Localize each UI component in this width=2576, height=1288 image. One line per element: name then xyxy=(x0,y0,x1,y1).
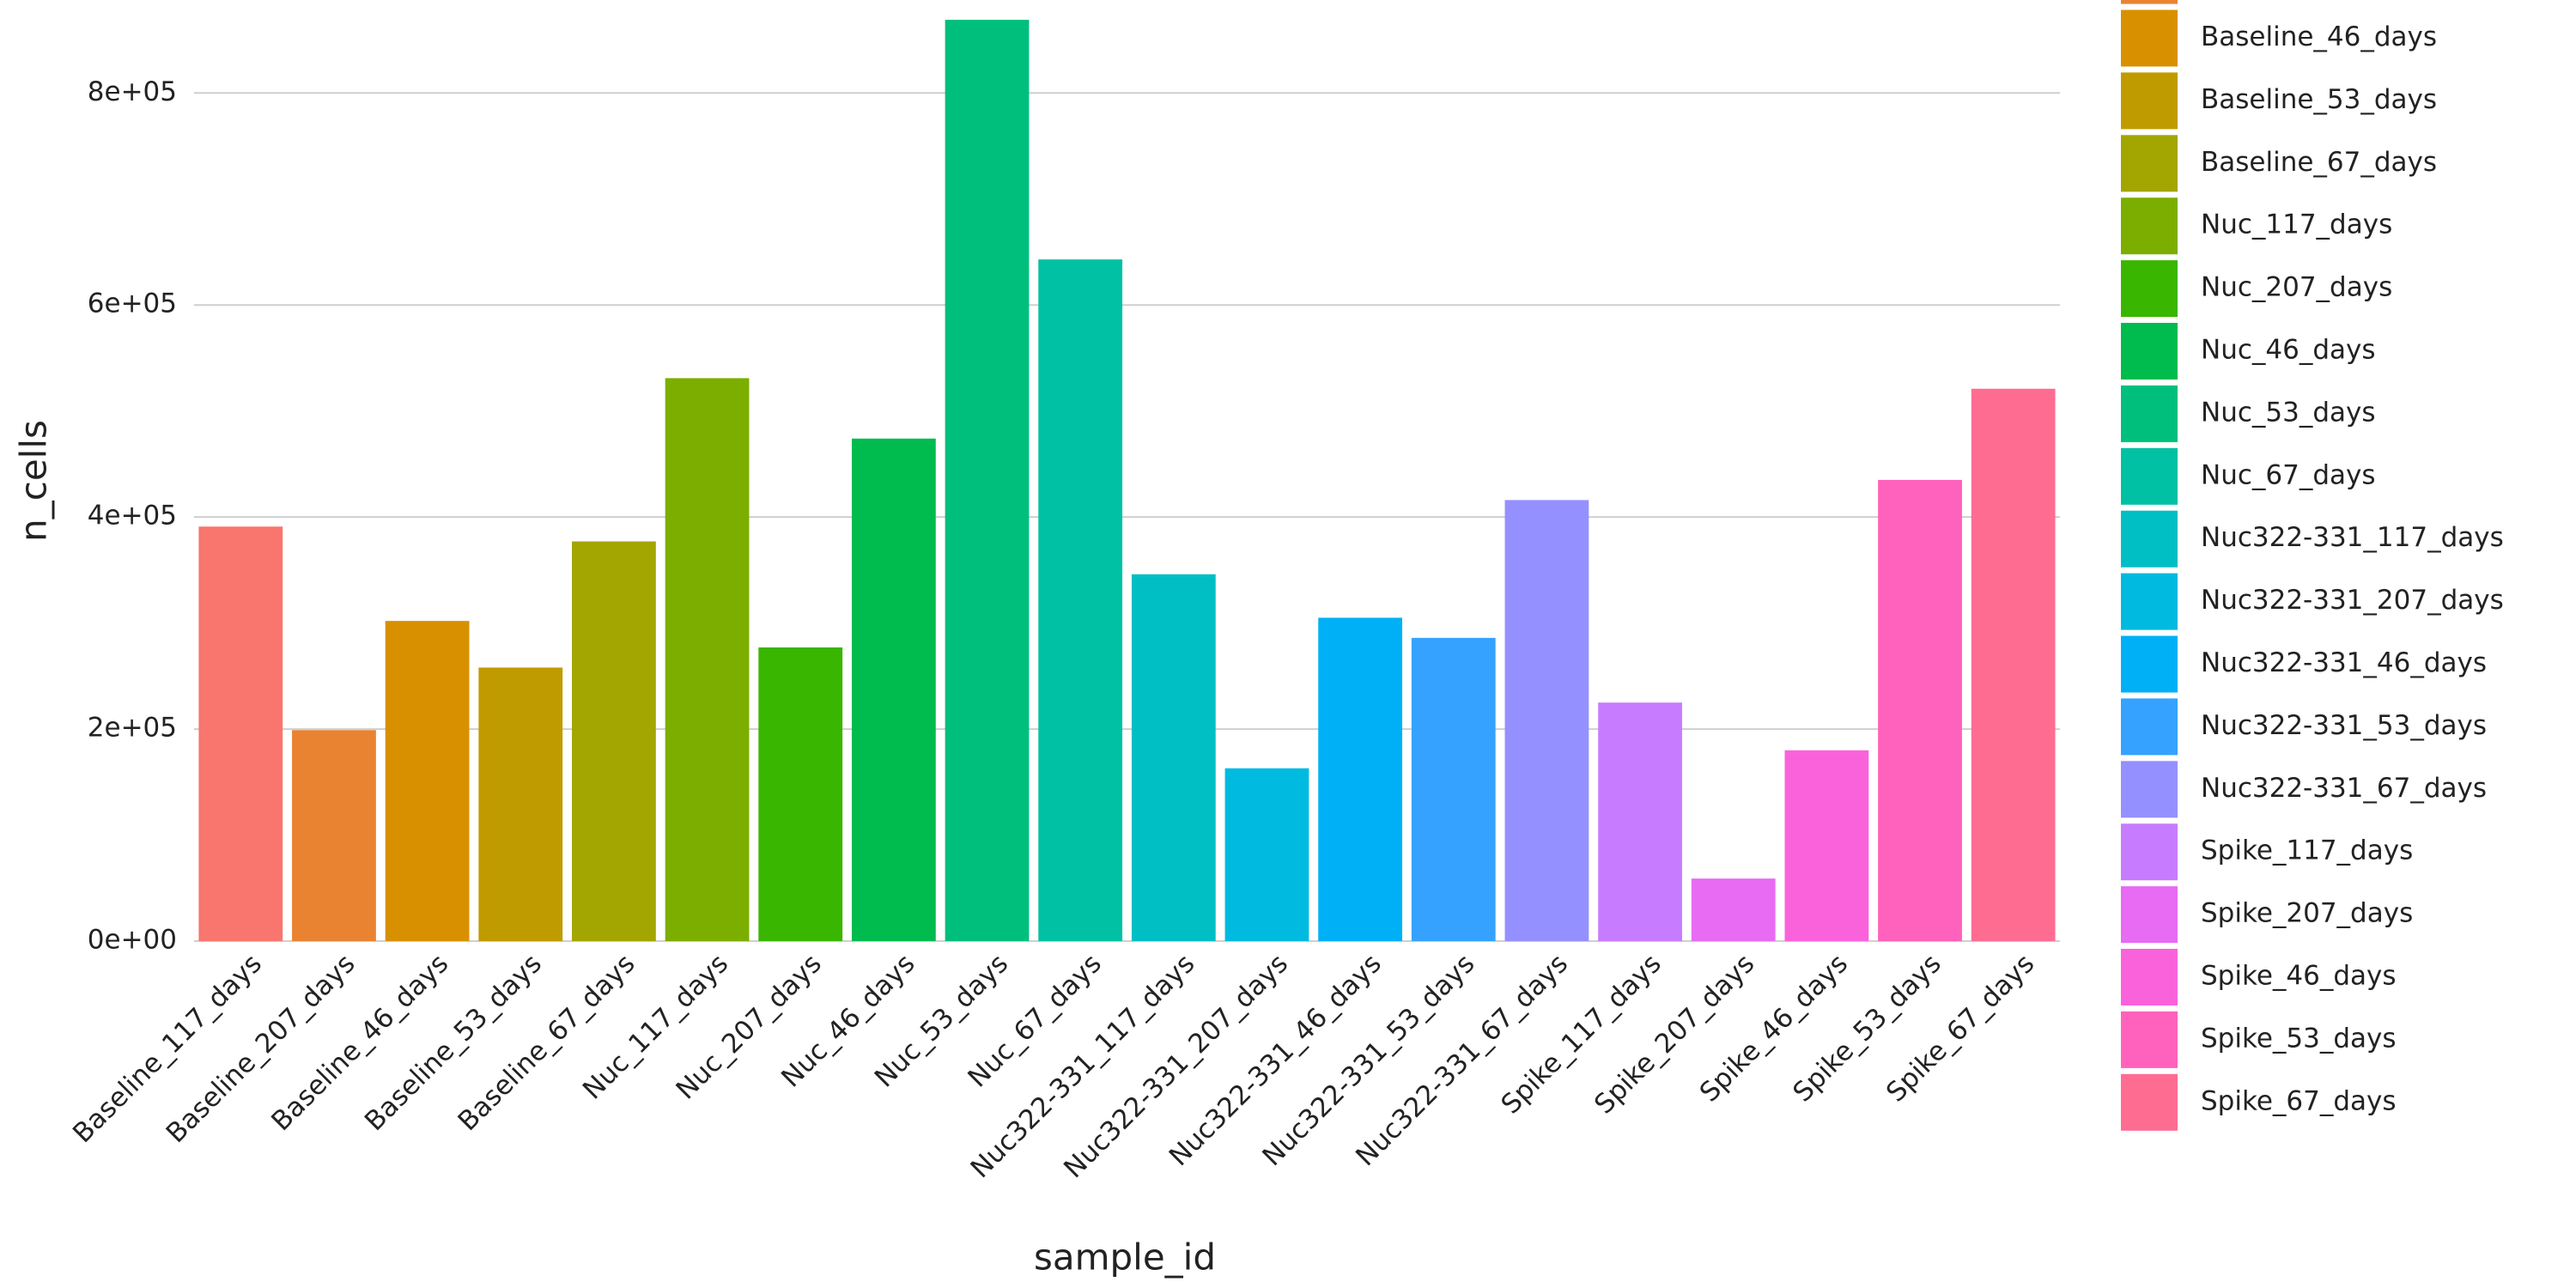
legend-label: Baseline_53_days xyxy=(2201,84,2437,115)
legend-swatch xyxy=(2121,385,2178,442)
bar xyxy=(198,526,283,941)
bar xyxy=(1318,617,1403,941)
legend-label: Nuc322-331_53_days xyxy=(2201,710,2487,741)
bar xyxy=(945,20,1030,941)
bar xyxy=(665,378,750,941)
bar xyxy=(385,621,470,941)
legend-swatch xyxy=(2121,135,2178,192)
y-tick-label: 2e+05 xyxy=(88,713,177,744)
legend-label: Baseline_46_days xyxy=(2201,21,2437,52)
legend-label: Spike_117_days xyxy=(2201,835,2413,866)
legend-swatch xyxy=(2121,635,2178,693)
bar xyxy=(1224,768,1309,941)
legend-label: Spike_53_days xyxy=(2201,1023,2397,1054)
legend-label: Nuc_67_days xyxy=(2201,459,2376,490)
y-tick-label: 0e+00 xyxy=(88,925,177,956)
legend-swatch xyxy=(2121,9,2178,67)
legend-label: Nuc_53_days xyxy=(2201,397,2376,428)
bar xyxy=(1598,702,1682,941)
bar xyxy=(1411,637,1496,941)
legend-swatch xyxy=(2121,510,2178,568)
legend-swatch xyxy=(2121,0,2178,4)
legend-swatch xyxy=(2121,886,2178,944)
bar xyxy=(1038,259,1123,942)
bar xyxy=(1971,388,2056,941)
x-tick-label: Baseline_46_days xyxy=(265,948,454,1137)
legend-swatch xyxy=(2121,260,2178,318)
x-tick-label: Spike_207_days xyxy=(1589,948,1760,1120)
bar xyxy=(478,667,563,941)
y-tick-label: 6e+05 xyxy=(88,289,177,319)
legend-label: Nuc322-331_67_days xyxy=(2201,773,2487,804)
legend-label: Baseline_67_days xyxy=(2201,147,2437,178)
legend-swatch xyxy=(2121,1073,2178,1131)
bar xyxy=(1784,750,1869,941)
legend-label: Nuc_117_days xyxy=(2201,210,2392,240)
legend-swatch xyxy=(2121,1011,2178,1068)
legend-swatch xyxy=(2121,197,2178,255)
x-tick-label: Baseline_53_days xyxy=(359,948,548,1137)
legend-swatch xyxy=(2121,698,2178,756)
legend-swatch xyxy=(2121,323,2178,380)
y-tick-label: 8e+05 xyxy=(88,76,177,107)
y-tick-label: 4e+05 xyxy=(88,501,177,532)
y-axis-title: n_cells xyxy=(13,420,55,542)
bar xyxy=(758,647,843,941)
legend-swatch xyxy=(2121,949,2178,1005)
legend-label: Nuc322-331_117_days xyxy=(2201,522,2504,553)
x-axis-title: sample_id xyxy=(1034,1236,1216,1279)
x-tick-label: Baseline_67_days xyxy=(453,948,641,1137)
legend-swatch xyxy=(2121,761,2178,818)
bar xyxy=(572,541,656,941)
legend-label: Spike_46_days xyxy=(2201,961,2397,992)
legend-label: Spike_207_days xyxy=(2201,898,2413,929)
legend-swatch xyxy=(2121,823,2178,881)
x-tick-label: Spike_117_days xyxy=(1495,948,1667,1120)
legend-swatch xyxy=(2121,447,2178,505)
bar xyxy=(1691,878,1776,941)
bar xyxy=(1878,479,1962,941)
legend-swatch xyxy=(2121,573,2178,630)
legend-label: Nuc322-331_46_days xyxy=(2201,647,2487,678)
legend-label: Nuc_207_days xyxy=(2201,272,2392,303)
legend-label: Nuc_46_days xyxy=(2201,335,2376,366)
legend-label: Nuc322-331_207_days xyxy=(2201,585,2504,616)
bar xyxy=(292,730,376,941)
bar xyxy=(851,438,936,941)
legend-swatch xyxy=(2121,72,2178,130)
bar xyxy=(1504,500,1589,941)
bar xyxy=(1131,574,1216,941)
legend-label: Spike_67_days xyxy=(2201,1085,2397,1116)
